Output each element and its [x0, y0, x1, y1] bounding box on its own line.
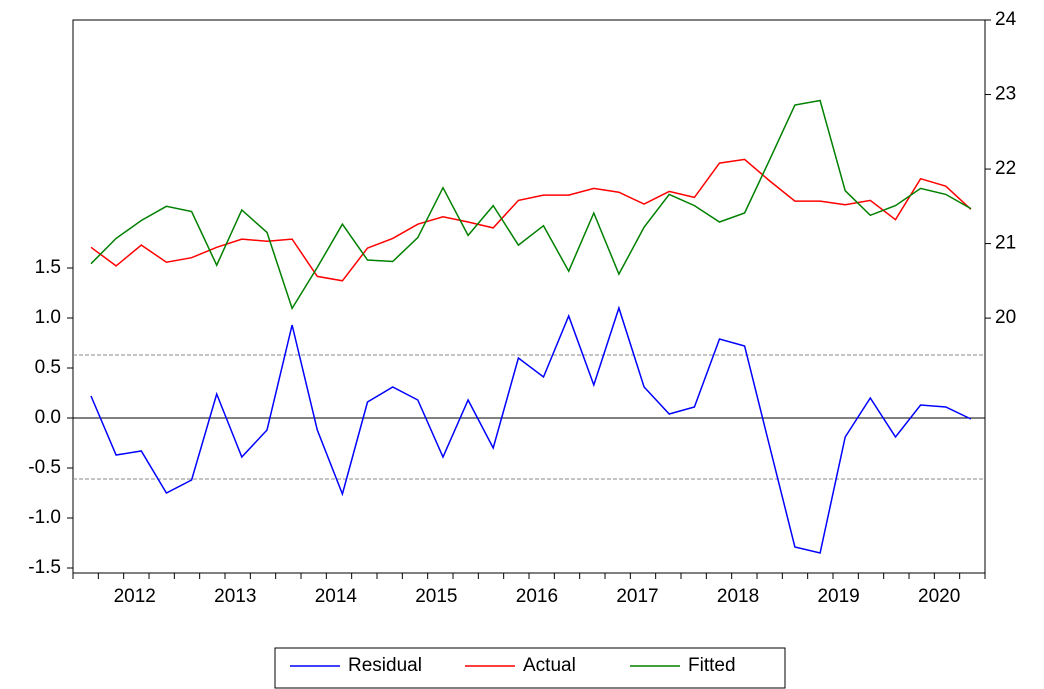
y-tick-label: -1.5 [28, 557, 61, 578]
y2-tick-label: 21 [995, 233, 1016, 254]
y-tick-label: -1.0 [28, 507, 61, 528]
y2-tick-label: 23 [995, 84, 1016, 105]
y-tick-label: 0.0 [35, 407, 61, 428]
plot-frame [72, 19, 986, 574]
legend-box [274, 647, 786, 689]
x-tick-label: 2018 [717, 586, 759, 607]
series-line [90, 158, 972, 282]
y2-tick-label: 24 [995, 9, 1017, 30]
x-tick-label: 2014 [315, 586, 358, 607]
legend-label: Residual [348, 655, 422, 676]
x-tick-label: 2016 [516, 586, 558, 607]
y-tick-label: 0.5 [35, 357, 61, 378]
x-tick-label: 2013 [214, 586, 256, 607]
x-tick-label: 2019 [817, 586, 859, 607]
series-line [90, 305, 972, 554]
legend-label: Actual [523, 655, 576, 676]
x-tick-label: 2012 [114, 586, 156, 607]
x-tick-label: 2015 [415, 586, 457, 607]
y2-tick-label: 20 [995, 307, 1016, 328]
y-tick-label: 1.5 [35, 257, 61, 278]
legend-label: Fitted [688, 655, 736, 676]
y-tick-label: 1.0 [35, 307, 61, 328]
series-line [90, 99, 972, 311]
x-tick-label: 2020 [918, 586, 960, 607]
y-tick-label: -0.5 [28, 457, 61, 478]
y2-tick-label: 22 [995, 158, 1016, 179]
x-tick-label: 2017 [616, 586, 658, 607]
